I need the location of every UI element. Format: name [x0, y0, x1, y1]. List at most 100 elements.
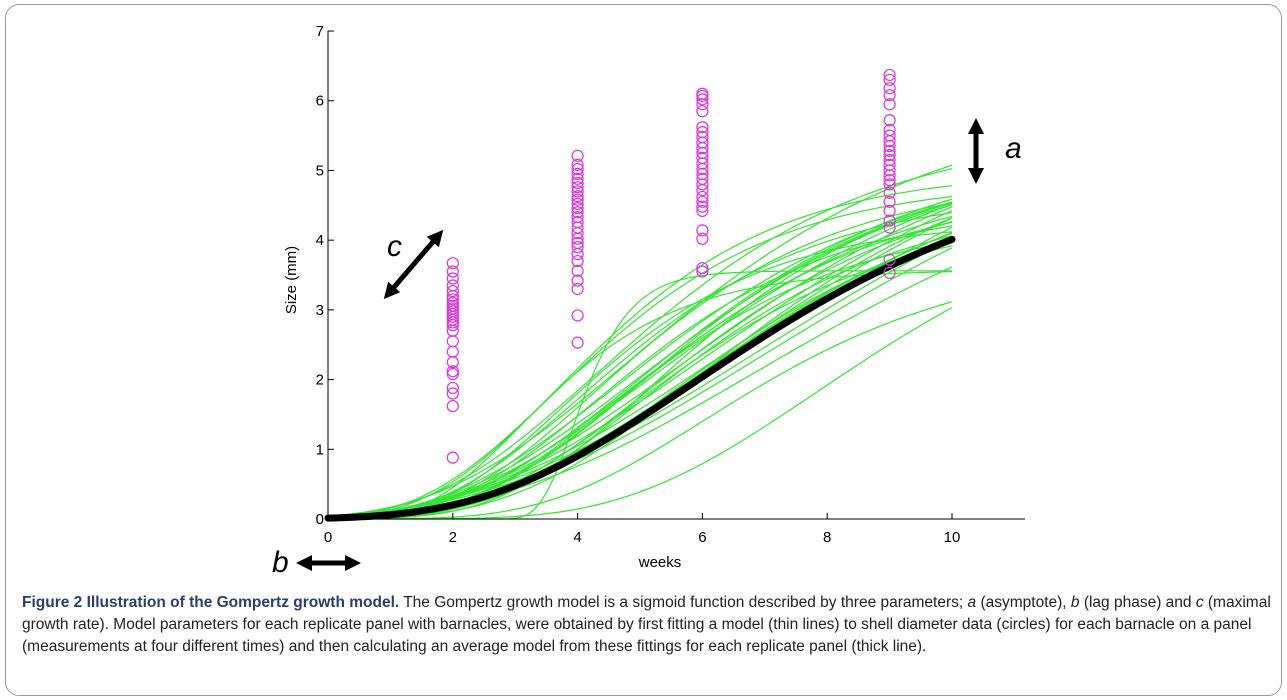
thin-model-line-8 [327, 204, 953, 518]
data-point-w9-22 [883, 89, 896, 102]
data-point-w4-21 [571, 181, 584, 194]
thin-model-lines [327, 164, 953, 520]
data-point-w9-18 [883, 129, 896, 142]
data-point-w6-19 [696, 130, 709, 144]
x-tick-label-10: 10 [944, 529, 961, 546]
parameter-annotations: a c b [272, 117, 1022, 579]
data-point-w6-11 [696, 172, 709, 185]
c-label: c [387, 230, 402, 263]
data-point-w4-6 [571, 254, 584, 268]
x-tick-label-8: 8 [823, 529, 831, 546]
data-point-w9-4 [883, 214, 896, 227]
data-point-w6-4 [696, 224, 709, 237]
thin-model-line-30 [328, 271, 953, 520]
data-point-w9-5 [883, 204, 896, 217]
data-point-w4-14 [571, 211, 584, 224]
data-point-w6-15 [696, 151, 709, 165]
y-tick-label-7: 7 [316, 23, 324, 40]
data-point-w2-24 [446, 272, 459, 285]
data-point-w4-5 [571, 264, 584, 277]
data-point-w4-18 [571, 193, 584, 206]
data-point-w6-8 [696, 190, 709, 204]
data-point-w9-21 [883, 98, 896, 111]
thin-model-line-29 [328, 270, 952, 520]
data-point-w9-23 [883, 82, 896, 95]
data-point-w9-8 [883, 178, 896, 191]
y-tick-label-3: 3 [316, 302, 324, 319]
caption-param-b: b [1070, 594, 1080, 611]
data-point-w4-15 [571, 206, 584, 219]
data-point-w9-20 [883, 114, 896, 127]
x-axis-label: weeks [638, 554, 682, 571]
x-ticks: 0 2 4 6 8 10 [324, 513, 961, 546]
y-tick-label-0: 0 [316, 511, 324, 528]
data-point-w9-25 [883, 68, 896, 82]
c-arrow [383, 229, 444, 300]
data-point-w2-26 [446, 257, 459, 270]
data-point-w6-12 [696, 167, 709, 181]
data-point-w2-9 [446, 335, 459, 348]
thin-model-line-21 [327, 221, 953, 520]
data-point-w4-8 [571, 241, 584, 254]
thin-model-line-7 [327, 266, 953, 518]
data-point-w2-22 [446, 284, 459, 298]
data-point-w6-2 [696, 261, 709, 275]
thin-model-line-33 [327, 168, 953, 518]
data-point-w9-7 [883, 186, 896, 199]
thin-model-line-11 [327, 201, 953, 518]
x-tick-label-2: 2 [449, 529, 457, 546]
data-point-w2-17 [446, 302, 459, 315]
data-point-w4-16 [571, 201, 584, 215]
data-point-w6-24 [696, 93, 709, 106]
caption-text: (lag phase) and [1079, 594, 1196, 611]
data-point-w4-17 [571, 197, 584, 211]
data-point-w4-4 [571, 274, 584, 287]
data-point-w4-26 [571, 158, 584, 171]
data-point-w4-20 [571, 185, 584, 198]
data-point-w9-3 [883, 221, 896, 234]
data-point-w6-6 [696, 200, 709, 213]
thin-model-line-31 [327, 196, 953, 519]
caption-text: (maximal growth rate). Model parameters … [22, 594, 1271, 655]
y-ticks: 0 1 2 3 4 5 6 7 [316, 23, 334, 528]
data-point-w2-8 [446, 345, 459, 358]
data-point-w9-12 [883, 158, 896, 171]
x-tick-label-4: 4 [573, 529, 581, 546]
y-tick-label-5: 5 [316, 162, 324, 179]
data-point-w2-3 [446, 387, 459, 400]
data-point-w6-16 [696, 146, 709, 160]
caption-body: The Gompertz growth model is a sigmoid f… [22, 594, 1271, 655]
thin-model-line-34 [327, 164, 953, 517]
data-point-w6-20 [696, 126, 709, 139]
data-point-w4-1 [571, 336, 584, 349]
data-point-w2-4 [446, 381, 459, 395]
x-tick-label-6: 6 [698, 529, 706, 546]
data-point-w6-3 [696, 232, 709, 245]
y-tick-label-2: 2 [316, 372, 324, 389]
thin-model-line-14 [327, 201, 953, 518]
data-point-w4-24 [571, 167, 584, 181]
y-tick-label-4: 4 [316, 232, 324, 249]
thin-model-line-24 [327, 225, 953, 520]
thin-model-line-28 [328, 301, 953, 520]
thin-model-line-23 [327, 235, 953, 520]
data-point-w4-23 [571, 172, 584, 185]
data-point-w2-16 [446, 305, 459, 318]
data-point-w2-20 [446, 293, 459, 306]
data-point-w9-9 [883, 174, 896, 187]
y-tick-label-1: 1 [316, 441, 324, 458]
thin-model-line-27 [327, 231, 953, 520]
y-axis-label: Size (mm) [283, 246, 300, 314]
data-point-w2-1 [446, 451, 459, 464]
data-point-w9-2 [883, 253, 896, 266]
data-point-w4-19 [571, 190, 584, 203]
data-point-w9-6 [883, 195, 896, 208]
data-point-w6-1 [696, 265, 709, 278]
data-point-w2-25 [446, 265, 459, 278]
data-point-w4-27 [571, 149, 584, 162]
mean-model-line-group [324, 235, 956, 522]
caption-text: The Gompertz growth model is a sigmoid f… [399, 594, 968, 611]
data-point-w4-13 [571, 215, 584, 229]
y-tick-label-6: 6 [316, 93, 324, 110]
data-point-w4-25 [571, 162, 584, 176]
